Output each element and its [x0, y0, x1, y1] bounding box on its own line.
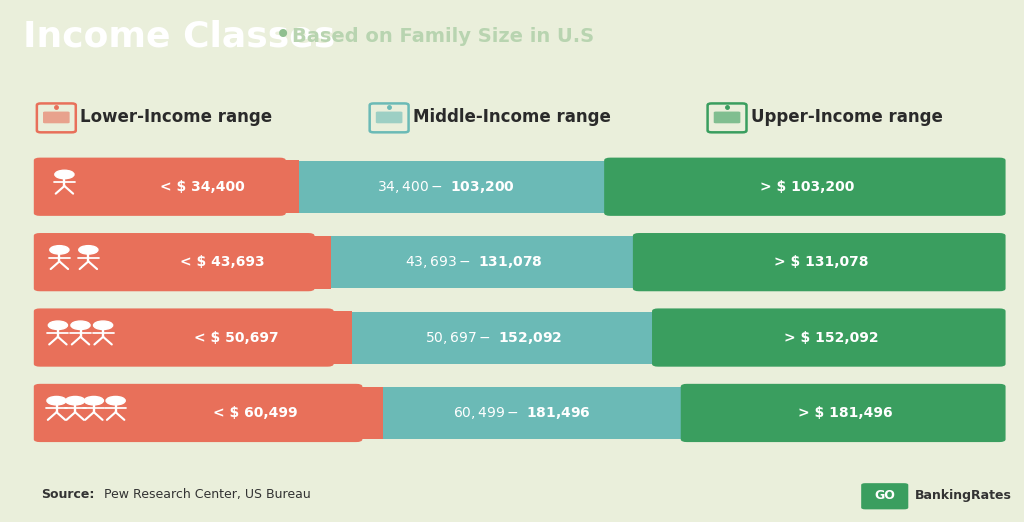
Bar [182, 311, 351, 364]
Text: Source:: Source: [41, 489, 94, 502]
Text: Lower-Income range: Lower-Income range [80, 108, 272, 125]
FancyBboxPatch shape [34, 384, 362, 442]
Bar [658, 311, 825, 364]
Circle shape [48, 321, 68, 329]
Text: •: • [274, 21, 291, 49]
FancyBboxPatch shape [34, 158, 286, 216]
Circle shape [55, 170, 74, 179]
Bar [639, 236, 816, 289]
Bar [173, 236, 331, 289]
Text: Pew Research Center, US Bureau: Pew Research Center, US Bureau [100, 489, 311, 502]
Bar [687, 386, 840, 440]
Text: > $ 103,200: > $ 103,200 [760, 180, 854, 194]
Bar [610, 160, 802, 213]
Text: BankingRates: BankingRates [914, 489, 1012, 502]
Text: < $ 34,400: < $ 34,400 [161, 180, 245, 194]
Text: < $ 60,499: < $ 60,499 [213, 406, 298, 420]
FancyBboxPatch shape [34, 309, 334, 366]
FancyBboxPatch shape [861, 483, 908, 509]
Text: $34,400 - $ 103,200: $34,400 - $ 103,200 [377, 179, 514, 195]
FancyBboxPatch shape [633, 233, 1006, 291]
FancyBboxPatch shape [714, 112, 740, 123]
Circle shape [47, 396, 67, 405]
FancyBboxPatch shape [681, 384, 1006, 442]
Bar [41, 161, 275, 212]
Bar [352, 387, 692, 439]
FancyBboxPatch shape [652, 309, 1006, 366]
Bar [275, 161, 615, 212]
Circle shape [79, 246, 98, 254]
FancyBboxPatch shape [34, 233, 314, 291]
Text: Upper-Income range: Upper-Income range [751, 108, 942, 125]
Bar [692, 387, 998, 439]
Text: $ 50,697 - $ 152,092: $ 50,697 - $ 152,092 [425, 329, 562, 346]
Text: < $ 43,693: < $ 43,693 [180, 255, 265, 269]
FancyBboxPatch shape [43, 112, 70, 123]
Text: Middle-Income range: Middle-Income range [413, 108, 610, 125]
Circle shape [84, 396, 103, 405]
Bar [304, 236, 644, 288]
FancyBboxPatch shape [604, 158, 1006, 216]
Bar [159, 160, 299, 213]
Text: < $ 50,697: < $ 50,697 [194, 330, 279, 345]
Bar [41, 312, 324, 363]
Text: $ 60,499 - $ 181,496: $ 60,499 - $ 181,496 [454, 405, 591, 421]
Text: > $ 131,078: > $ 131,078 [774, 255, 868, 269]
Bar [41, 236, 304, 288]
Bar [197, 386, 383, 440]
Circle shape [66, 396, 85, 405]
Bar [324, 312, 664, 363]
Text: > $ 181,496: > $ 181,496 [798, 406, 893, 420]
Text: Income Classes: Income Classes [23, 20, 335, 54]
Circle shape [71, 321, 90, 329]
Circle shape [106, 396, 125, 405]
Text: > $ 152,092: > $ 152,092 [783, 330, 879, 345]
Text: GO: GO [874, 489, 895, 502]
Text: Based on Family Size in U.S: Based on Family Size in U.S [292, 27, 594, 46]
FancyBboxPatch shape [376, 112, 402, 123]
Bar [615, 161, 998, 212]
Bar [41, 387, 352, 439]
Circle shape [50, 246, 69, 254]
Bar [644, 236, 998, 288]
Circle shape [93, 321, 113, 329]
Bar [664, 312, 998, 363]
Text: $43,693 - $ 131,078: $43,693 - $ 131,078 [406, 254, 543, 270]
